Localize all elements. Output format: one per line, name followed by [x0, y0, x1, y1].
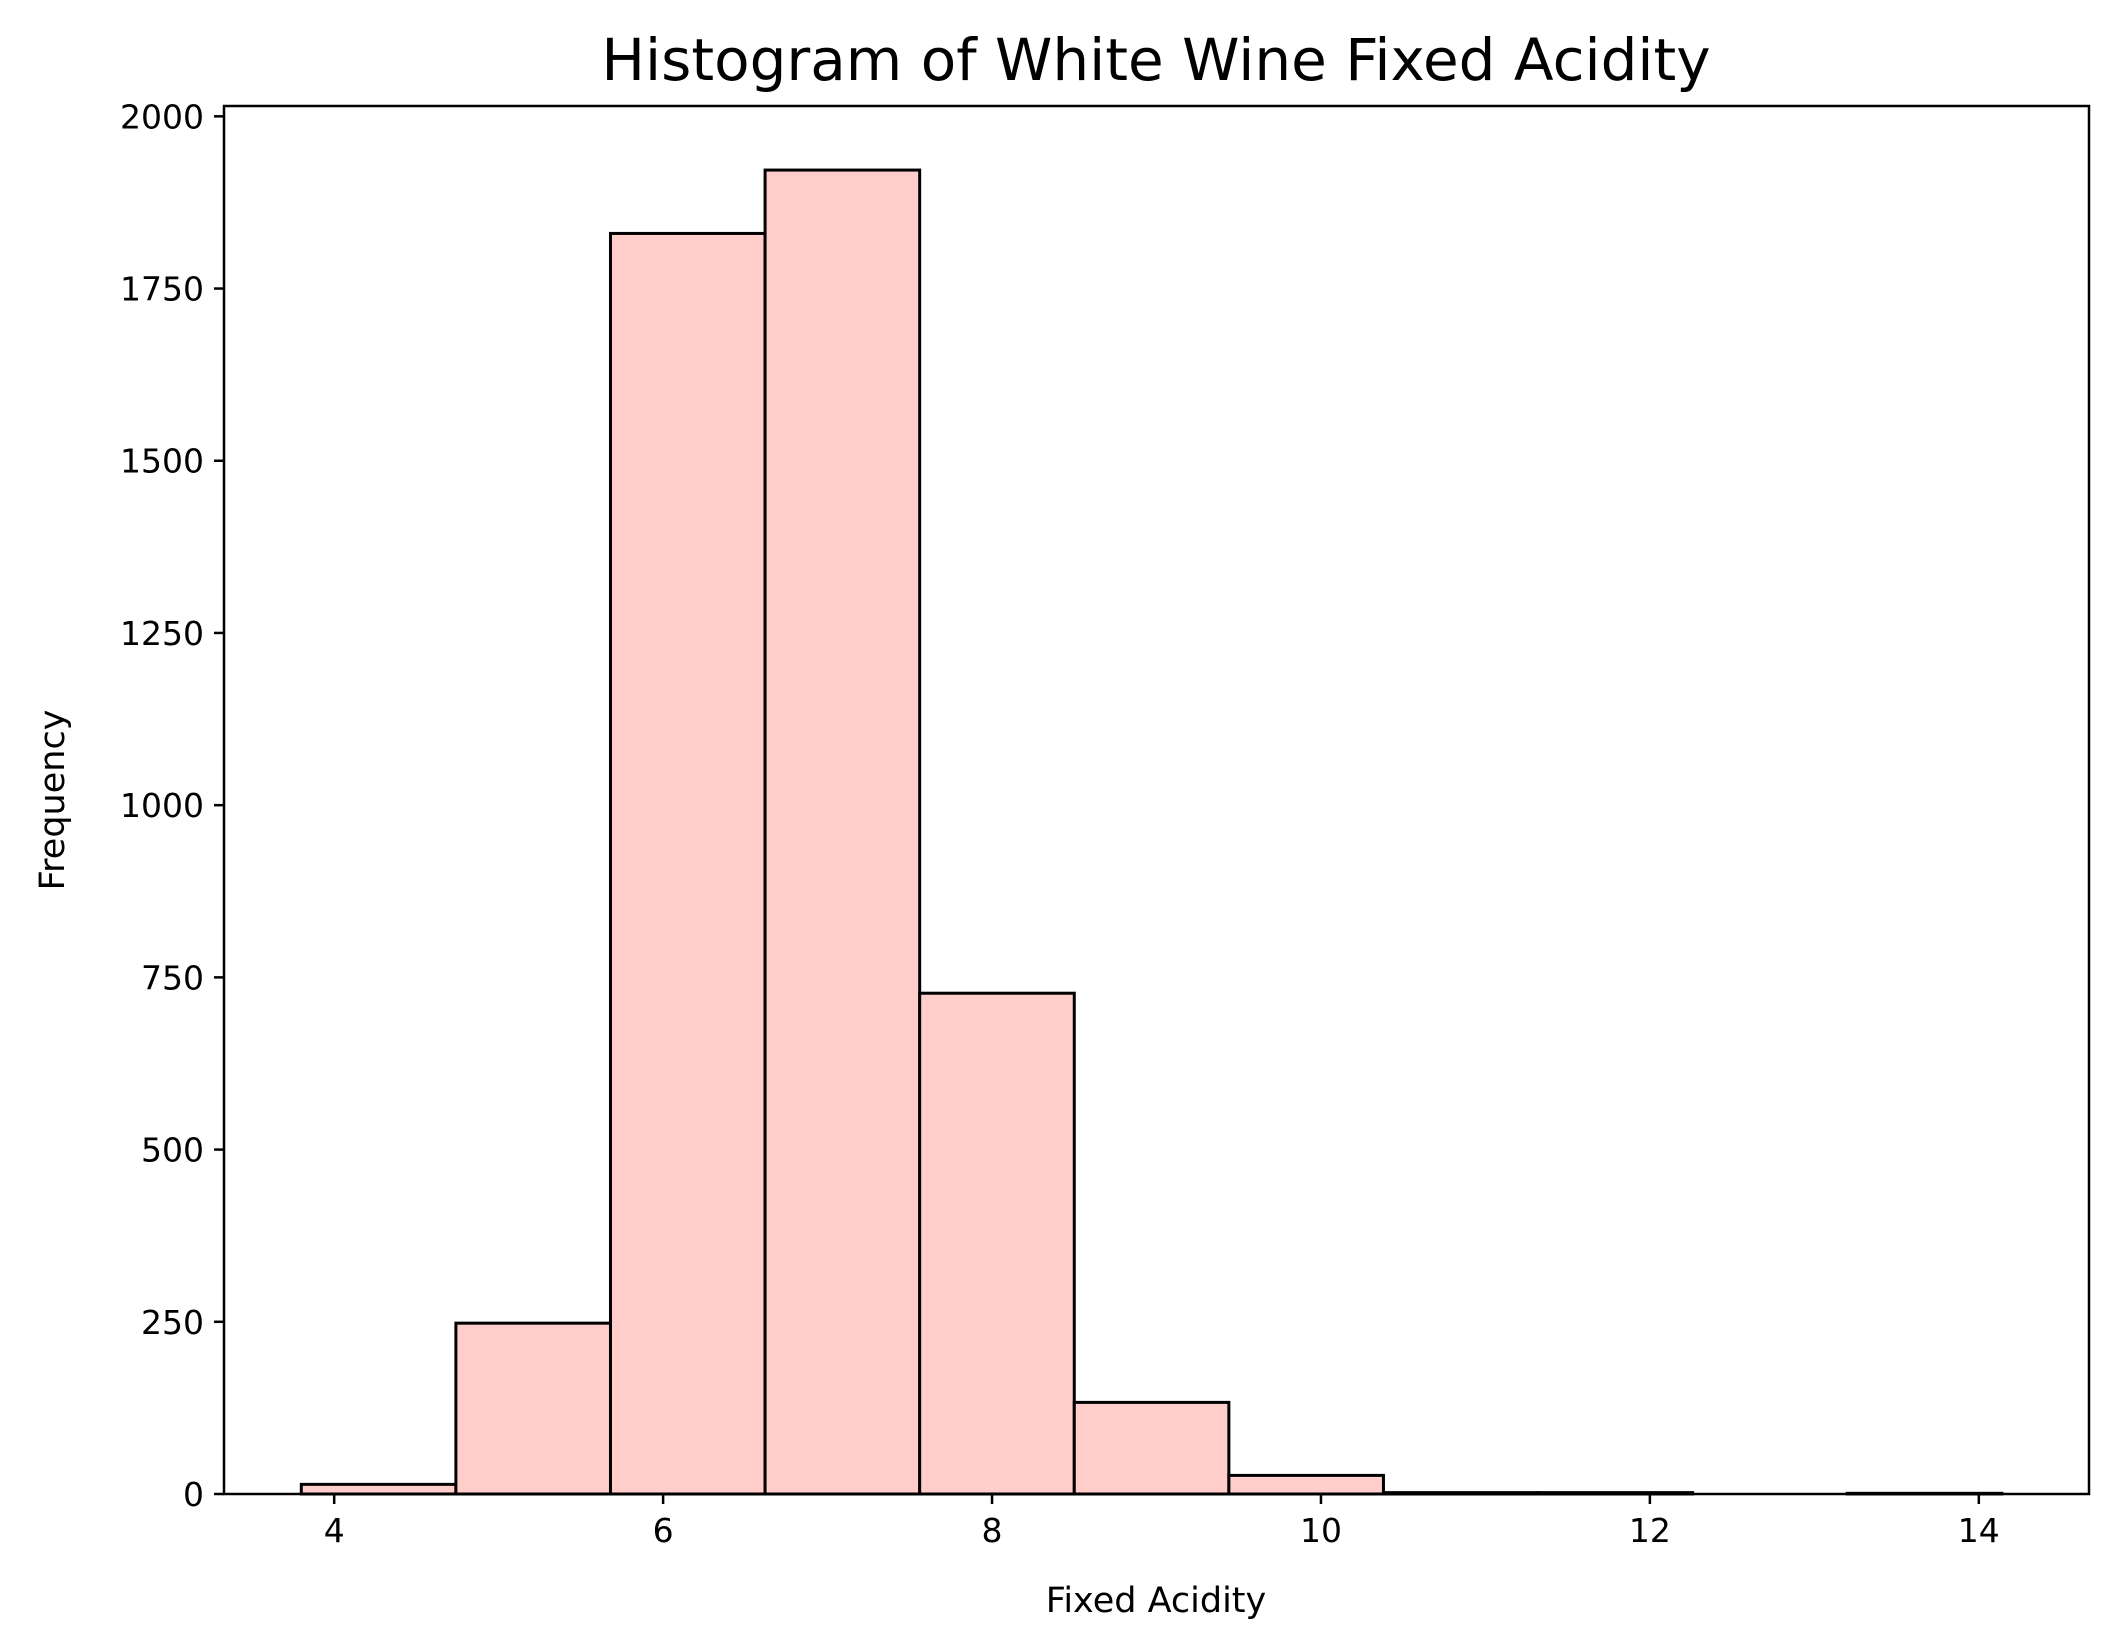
y-tick-label: 1250 [120, 614, 204, 653]
plot-frame [222, 104, 2091, 1496]
x-tick-label: 12 [1629, 1511, 1671, 1550]
x-axis-ticks: 4 6 8 10 12 14 [324, 1494, 2000, 1550]
y-axis-label: Frequency [33, 710, 73, 891]
histogram-bar-3 [608, 231, 767, 1496]
x-tick-label: 10 [1300, 1511, 1342, 1550]
y-tick-label: 500 [141, 1131, 204, 1170]
histogram-bar-6 [1072, 1400, 1231, 1496]
y-tick-label: 250 [141, 1303, 204, 1342]
y-tick-label: 2000 [120, 97, 204, 136]
y-tick-label: 1000 [120, 786, 204, 825]
chart-title: Histogram of White Wine Fixed Acidity [601, 26, 1710, 94]
y-tick-label: 1750 [120, 270, 204, 309]
x-tick-label: 6 [653, 1511, 674, 1550]
y-tick-label: 750 [141, 958, 204, 997]
y-tick-label: 0 [183, 1475, 204, 1514]
x-tick-label: 8 [982, 1511, 1003, 1550]
x-tick-label: 4 [324, 1511, 345, 1550]
bars-group [299, 168, 2004, 1496]
x-axis-label: Fixed Acidity [1046, 1581, 1267, 1621]
histogram-bar-4 [763, 168, 922, 1496]
x-tick-label: 14 [1958, 1511, 2000, 1550]
histogram-bar-1 [299, 1482, 458, 1496]
histogram-bar-2 [454, 1321, 612, 1496]
histogram-bar-7 [1227, 1473, 1385, 1496]
y-axis-ticks: 0 250 500 750 1000 1250 1500 1750 2000 [120, 97, 224, 1514]
histogram-bar-5 [918, 991, 1076, 1496]
y-tick-label: 1500 [120, 442, 204, 481]
